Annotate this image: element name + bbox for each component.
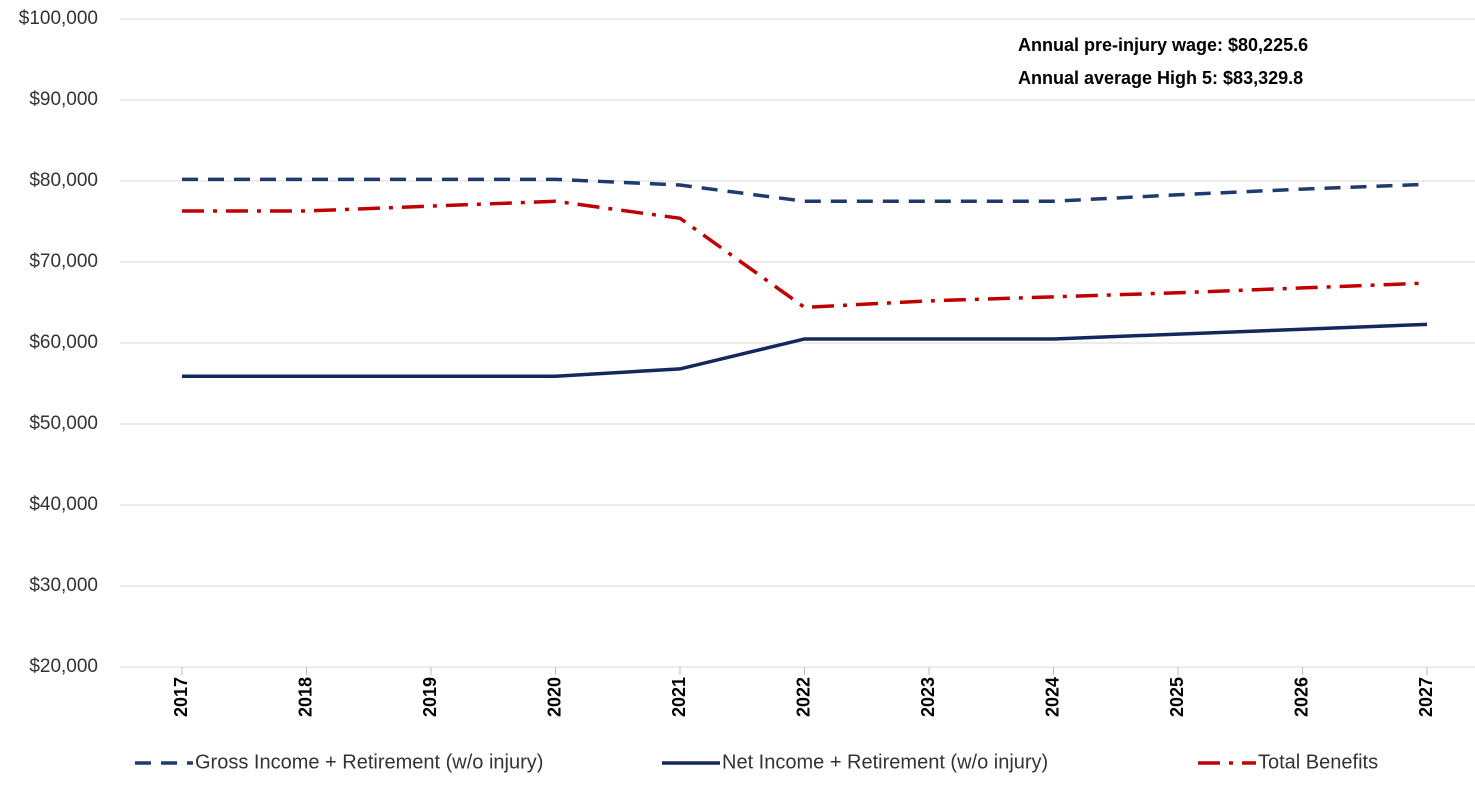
series-line bbox=[182, 199, 1428, 310]
x-tick-label: 2017 bbox=[171, 677, 191, 717]
x-tick-label: 2027 bbox=[1416, 677, 1436, 717]
x-tick-label: 2023 bbox=[918, 677, 938, 717]
x-tick-label: 2019 bbox=[420, 677, 440, 717]
x-tick-label: 2026 bbox=[1291, 677, 1311, 717]
y-tick-label: $30,000 bbox=[29, 575, 98, 596]
x-tick-label: 2021 bbox=[669, 677, 689, 717]
annotation: Annual average High 5: $83,329.8 bbox=[1018, 68, 1303, 88]
y-tick-label: $70,000 bbox=[29, 251, 98, 272]
x-tick-label: 2018 bbox=[295, 677, 315, 717]
y-tick-label: $40,000 bbox=[29, 494, 98, 515]
x-tick-label: 2022 bbox=[793, 677, 813, 717]
y-tick-label: $20,000 bbox=[29, 656, 98, 677]
legend-label: Net Income + Retirement (w/o injury) bbox=[722, 751, 1048, 773]
series-line bbox=[182, 177, 1428, 203]
x-tick-label: 2024 bbox=[1042, 677, 1062, 717]
y-tick-label: $60,000 bbox=[29, 332, 98, 353]
y-tick-label: $80,000 bbox=[29, 170, 98, 191]
legend-label: Gross Income + Retirement (w/o injury) bbox=[195, 751, 543, 773]
y-tick-label: $100,000 bbox=[19, 8, 98, 29]
annotation: Annual pre-injury wage: $80,225.6 bbox=[1018, 35, 1308, 55]
y-tick-label: $50,000 bbox=[29, 413, 98, 434]
x-tick-label: 2025 bbox=[1167, 677, 1187, 717]
legend-label: Total Benefits bbox=[1258, 751, 1378, 773]
y-tick-label: $90,000 bbox=[29, 89, 98, 110]
series-line bbox=[182, 322, 1428, 378]
x-tick-label: 2020 bbox=[544, 677, 564, 717]
